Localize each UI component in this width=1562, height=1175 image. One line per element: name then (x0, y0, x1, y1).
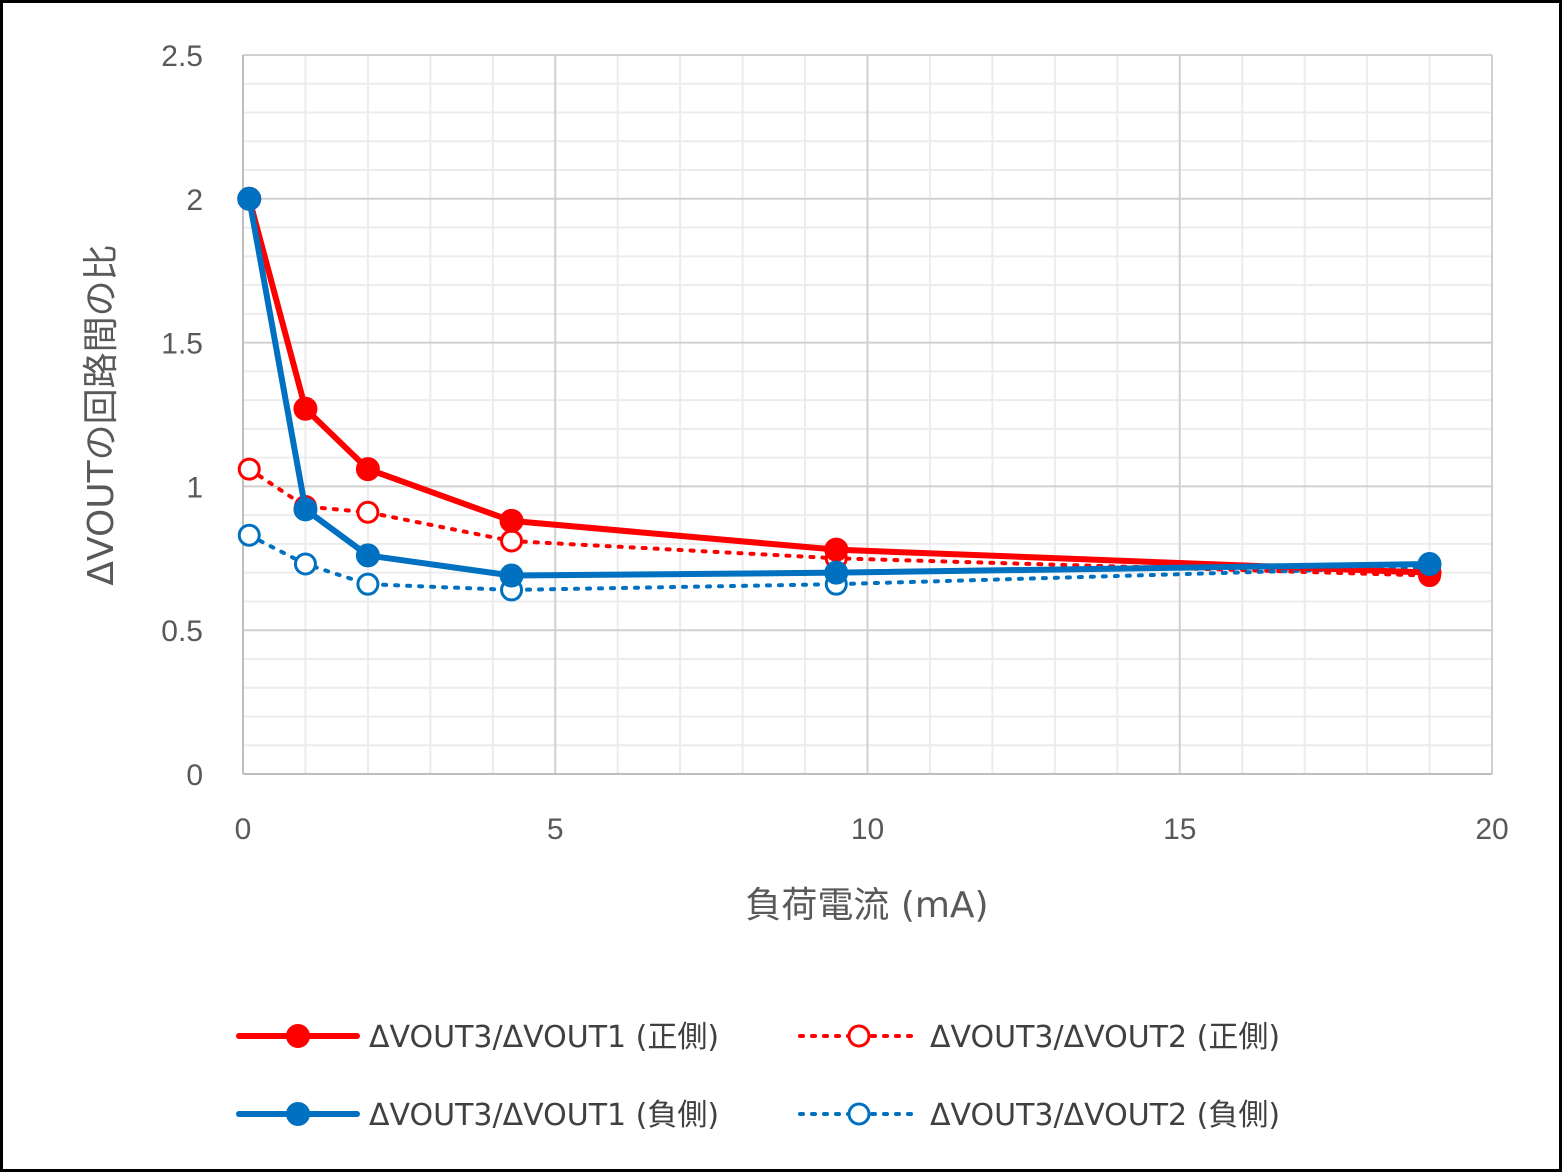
x-tick-label: 10 (851, 813, 884, 846)
series-line (246, 195, 1433, 576)
data-point (1417, 552, 1442, 577)
data-point (237, 457, 261, 481)
x-axis-title: 負荷電流 (mA) (745, 885, 988, 926)
data-point (355, 543, 380, 568)
data-point (293, 497, 318, 522)
y-tick-label: 1.5 (161, 328, 203, 361)
x-tick-labels: 0 5 10 15 20 (235, 813, 1509, 846)
series-line (247, 467, 1432, 578)
series-3 (237, 186, 1442, 588)
data-point (237, 523, 261, 547)
legend: ΔVOUT3/ΔVOUT1 (正側) ΔVOUT3/ΔVOUT2 (正側) ΔVOU… (236, 1020, 1280, 1133)
data-point (293, 396, 318, 421)
legend-label: ΔVOUT3/ΔVOUT1 (正側) (369, 1020, 719, 1055)
data-point (356, 572, 380, 596)
y-tick-labels: 0 0.5 1 1.5 2 2.5 (161, 40, 203, 792)
y-tick-label: 0 (186, 759, 203, 792)
legend-label: ΔVOUT3/ΔVOUT1 (負側) (369, 1098, 719, 1133)
data-point (500, 529, 524, 553)
data-point (293, 552, 317, 576)
data-point (499, 563, 524, 588)
y-axis-title: ΔVOUTの回路間の比 (81, 244, 122, 585)
data-point (499, 508, 524, 533)
y-tick-label: 2.5 (161, 40, 203, 73)
y-tick-label: 2 (186, 184, 203, 217)
x-tick-label: 5 (547, 813, 564, 846)
axes (242, 55, 1492, 775)
legend-marker (847, 1024, 871, 1048)
data-point (824, 560, 849, 585)
legend-marker (286, 1102, 310, 1126)
legend-label: ΔVOUT3/ΔVOUT2 (負側) (930, 1098, 1280, 1133)
x-tick-label: 0 (235, 813, 252, 846)
legend-label: ΔVOUT3/ΔVOUT2 (正側) (930, 1020, 1280, 1055)
legend-item-3: ΔVOUT3/ΔVOUT1 (負側) (236, 1098, 719, 1133)
data-point (237, 186, 262, 211)
legend-marker (847, 1102, 871, 1126)
series-line (246, 195, 1433, 579)
y-tick-label: 0.5 (161, 615, 203, 648)
legend-item-2: ΔVOUT3/ΔVOUT2 (正側) (798, 1020, 1280, 1055)
legend-item-1: ΔVOUT3/ΔVOUT1 (正側) (236, 1020, 719, 1055)
y-tick-label: 1 (186, 471, 203, 504)
legend-item-4: ΔVOUT3/ΔVOUT2 (負側) (798, 1098, 1280, 1133)
data-point (824, 537, 849, 562)
x-tick-label: 20 (1475, 813, 1508, 846)
data-point (356, 500, 380, 524)
line-chart: 0 5 10 15 20 0 0.5 1 1.5 2 2.5 負荷電流 (mA) ΔVOUTの回路… (81, 40, 1509, 1133)
legend-marker (286, 1024, 310, 1048)
data-point (355, 457, 380, 482)
x-tick-label: 15 (1163, 813, 1196, 846)
series-group (237, 186, 1442, 602)
